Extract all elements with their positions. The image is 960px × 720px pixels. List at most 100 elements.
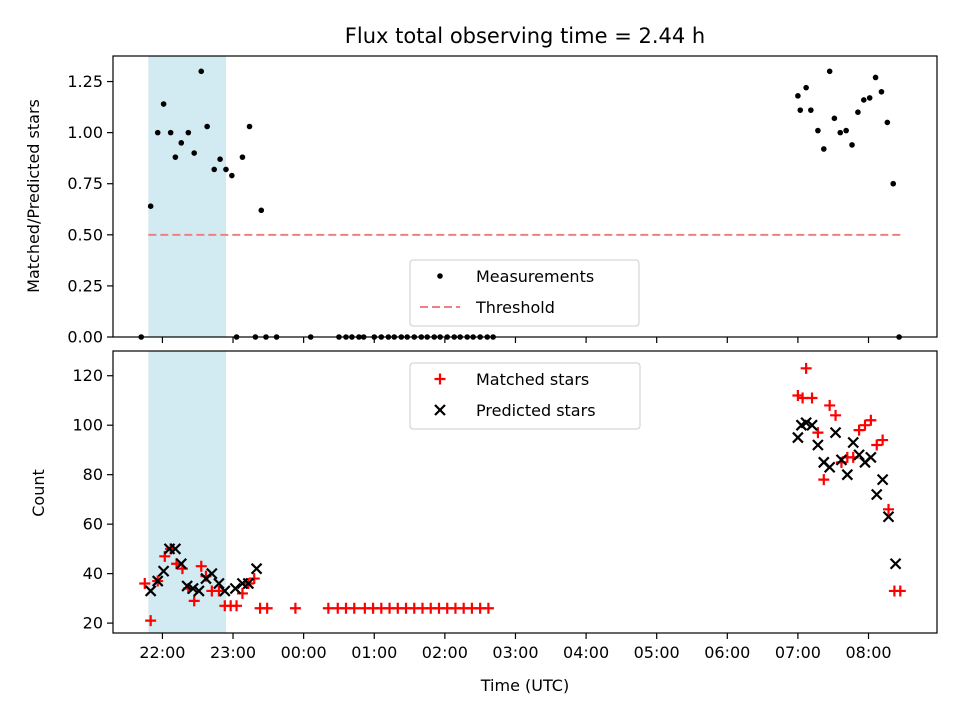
top-measurements-point-11: [211, 166, 218, 173]
bottom-matched-stars-point-18: [248, 573, 260, 585]
bottom-matched-stars-point-58: [883, 503, 895, 515]
bottom-predicted-stars-point-19: [800, 416, 812, 429]
bottom-x-tick-label-6: 04:00: [563, 643, 609, 662]
top-measurements-point-51: [815, 127, 821, 134]
top-measurements-point-10: [204, 123, 210, 130]
bottom-y-tick-label-2: 60: [83, 515, 103, 534]
bottom-matched-stars-point-41: [482, 602, 494, 614]
top-measurements-point-63: [884, 119, 891, 126]
top-measurements-point-58: [855, 109, 861, 115]
top-y-tick-label-3: 0.75: [67, 174, 103, 193]
top-measurements-point-60: [866, 95, 873, 101]
bottom-x-tick-label-3: 01:00: [351, 643, 397, 662]
top-legend: [409, 259, 640, 327]
bottom-legend: [409, 362, 641, 430]
bottom-matched-stars-point-46: [812, 427, 824, 439]
bottom-predicted-stars-point-30: [865, 451, 877, 464]
bottom-predicted-stars-point-23: [823, 461, 836, 474]
bottom-predicted-stars-point-5: [175, 557, 188, 570]
bottom-predicted-stars-point-24: [829, 426, 842, 439]
bottom-predicted-stars-point-12: [219, 585, 231, 597]
bottom-predicted-stars-point-17: [792, 431, 804, 444]
top-measurements-point-7: [185, 129, 192, 136]
bottom-x-tick-label-0: 22:00: [139, 643, 185, 662]
top-y-tick-label-1: 0.25: [67, 276, 103, 295]
bottom-matched-stars-point-44: [800, 362, 812, 374]
top-measurements-point-6: [178, 140, 185, 146]
bottom-matched-stars-point-15: [231, 600, 243, 612]
top-y-tick-label-2: 0.50: [67, 225, 103, 244]
bottom-y-tick-label-5: 120: [72, 366, 103, 385]
bottom-predicted-stars-point-8: [193, 585, 205, 597]
bottom-matched-stars-point-55: [865, 414, 877, 426]
top-y-tick-label-5: 1.25: [67, 72, 103, 91]
bottom-matched-stars-point-9: [195, 560, 207, 572]
bottom-predicted-stars-point-10: [206, 567, 218, 580]
bottom-x-tick-label-7: 05:00: [634, 643, 680, 662]
bottom-predicted-stars-point-15: [242, 577, 255, 590]
bottom-x-tick-label-9: 07:00: [775, 643, 821, 662]
bottom-legend-marker-0: [434, 373, 446, 385]
top-measurements-point-53: [826, 68, 833, 75]
top-y-tick-label-0: 0.00: [67, 328, 103, 347]
x-axis-label: Time (UTC): [480, 676, 569, 695]
bottom-x-tick-label-2: 00:00: [281, 643, 327, 662]
top-measurements-point-4: [167, 129, 174, 136]
bottom-y-tick-label-4: 100: [72, 416, 103, 435]
top-measurements-point-62: [878, 88, 885, 95]
bottom-matched-stars-point-22: [322, 602, 334, 614]
bottom-x-tick-label-8: 06:00: [704, 643, 750, 662]
bottom-panel: 20 40 60 80 100 120 22:00 23:00 00:00 01:00 02:00 0…: [72, 350, 938, 662]
top-measurements-point-16: [239, 154, 246, 160]
bottom-matched-stars-point-0: [139, 578, 151, 590]
bottom-matched-stars-point-49: [830, 409, 842, 421]
bottom-y-tick-label-0: 20: [83, 614, 103, 633]
top-measurements-point-9: [198, 68, 205, 75]
bottom-legend-marker-1: [434, 404, 446, 416]
bottom-matched-stars-point-16: [236, 587, 248, 599]
bottom-predicted-stars-point-26: [841, 468, 854, 481]
top-measurements-point-8: [191, 150, 197, 156]
bottom-predicted-stars-point-4: [169, 543, 182, 555]
bottom-matched-stars-point-54: [859, 419, 871, 431]
top-measurements-point-3: [160, 101, 167, 107]
top-legend-marker-0: [437, 273, 443, 279]
top-legend-label-1: Threshold: [475, 298, 555, 317]
bottom-predicted-stars-point-2: [157, 565, 170, 577]
top-measurements-point-12: [217, 156, 223, 163]
bottom-matched-stars-point-47: [818, 474, 830, 486]
top-measurements-point-55: [837, 129, 844, 136]
top-measurements-point-56: [843, 127, 849, 134]
bottom-matched-stars-point-45: [806, 392, 818, 404]
bottom-matched-stars-point-60: [894, 585, 906, 597]
bottom-y-tick-label-1: 40: [83, 564, 103, 583]
top-axes-frame: [112, 55, 938, 338]
chart-title: Flux total observing time = 2.44 h: [345, 24, 705, 48]
top-measurements-point-59: [861, 97, 867, 103]
top-shaded-interval-0: [148, 56, 226, 337]
bottom-predicted-stars-point-1: [151, 575, 164, 587]
top-y-tick-label-4: 1.00: [67, 123, 103, 142]
bottom-matched-stars-point-57: [877, 434, 889, 446]
bottom-predicted-stars-point-25: [835, 454, 848, 466]
top-measurements-point-13: [223, 166, 229, 173]
top-measurements-point-54: [831, 115, 838, 122]
bottom-matched-stars-point-8: [188, 595, 200, 607]
bottom-axes-frame: [112, 350, 938, 634]
bottom-predicted-stars-point-32: [876, 473, 889, 486]
bottom-matched-stars-point-20: [261, 602, 273, 614]
top-measurements-point-57: [849, 142, 855, 148]
bottom-predicted-stars-point-34: [889, 557, 902, 570]
bottom-legend-label-0: Matched stars: [476, 370, 589, 389]
bottom-x-tick-label-1: 23:00: [210, 643, 256, 662]
bottom-predicted-stars-point-20: [806, 419, 818, 431]
top-measurements-point-49: [803, 84, 809, 91]
bottom-matched-stars-point-21: [289, 602, 301, 614]
bottom-predicted-stars-point-21: [812, 439, 824, 451]
top-measurements-point-1: [147, 203, 154, 210]
bottom-predicted-stars-point-33: [882, 510, 895, 523]
bottom-x-tick-label-4: 02:00: [422, 643, 468, 662]
bottom-predicted-stars-point-6: [181, 580, 193, 592]
bottom-legend-label-1: Predicted stars: [476, 401, 596, 420]
